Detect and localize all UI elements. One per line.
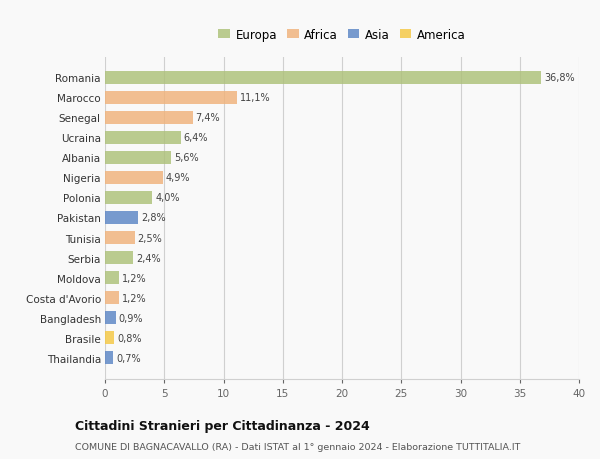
Text: 4,9%: 4,9% xyxy=(166,173,191,183)
Bar xyxy=(105,312,116,324)
Text: 0,7%: 0,7% xyxy=(116,353,141,363)
Bar xyxy=(105,92,236,104)
Text: 1,2%: 1,2% xyxy=(122,293,147,303)
Text: 2,4%: 2,4% xyxy=(136,253,161,263)
Text: 0,9%: 0,9% xyxy=(119,313,143,323)
Bar xyxy=(105,272,119,284)
Bar xyxy=(105,72,541,84)
Bar xyxy=(105,352,113,364)
Text: 2,5%: 2,5% xyxy=(137,233,163,243)
Text: 6,4%: 6,4% xyxy=(184,133,208,143)
Text: COMUNE DI BAGNACAVALLO (RA) - Dati ISTAT al 1° gennaio 2024 - Elaborazione TUTTI: COMUNE DI BAGNACAVALLO (RA) - Dati ISTAT… xyxy=(75,442,520,451)
Bar xyxy=(105,192,152,204)
Bar xyxy=(105,212,138,224)
Bar xyxy=(105,232,134,244)
Text: 11,1%: 11,1% xyxy=(239,93,270,103)
Legend: Europa, Africa, Asia, America: Europa, Africa, Asia, America xyxy=(215,25,470,45)
Text: Cittadini Stranieri per Cittadinanza - 2024: Cittadini Stranieri per Cittadinanza - 2… xyxy=(75,419,370,432)
Bar xyxy=(105,152,172,164)
Text: 1,2%: 1,2% xyxy=(122,273,147,283)
Text: 36,8%: 36,8% xyxy=(544,73,575,83)
Text: 4,0%: 4,0% xyxy=(155,193,180,203)
Text: 2,8%: 2,8% xyxy=(141,213,166,223)
Text: 5,6%: 5,6% xyxy=(175,153,199,163)
Bar xyxy=(105,252,133,264)
Bar xyxy=(105,112,193,124)
Text: 0,8%: 0,8% xyxy=(118,333,142,343)
Bar xyxy=(105,332,115,344)
Text: 7,4%: 7,4% xyxy=(196,113,220,123)
Bar xyxy=(105,172,163,184)
Bar xyxy=(105,132,181,144)
Bar xyxy=(105,292,119,304)
